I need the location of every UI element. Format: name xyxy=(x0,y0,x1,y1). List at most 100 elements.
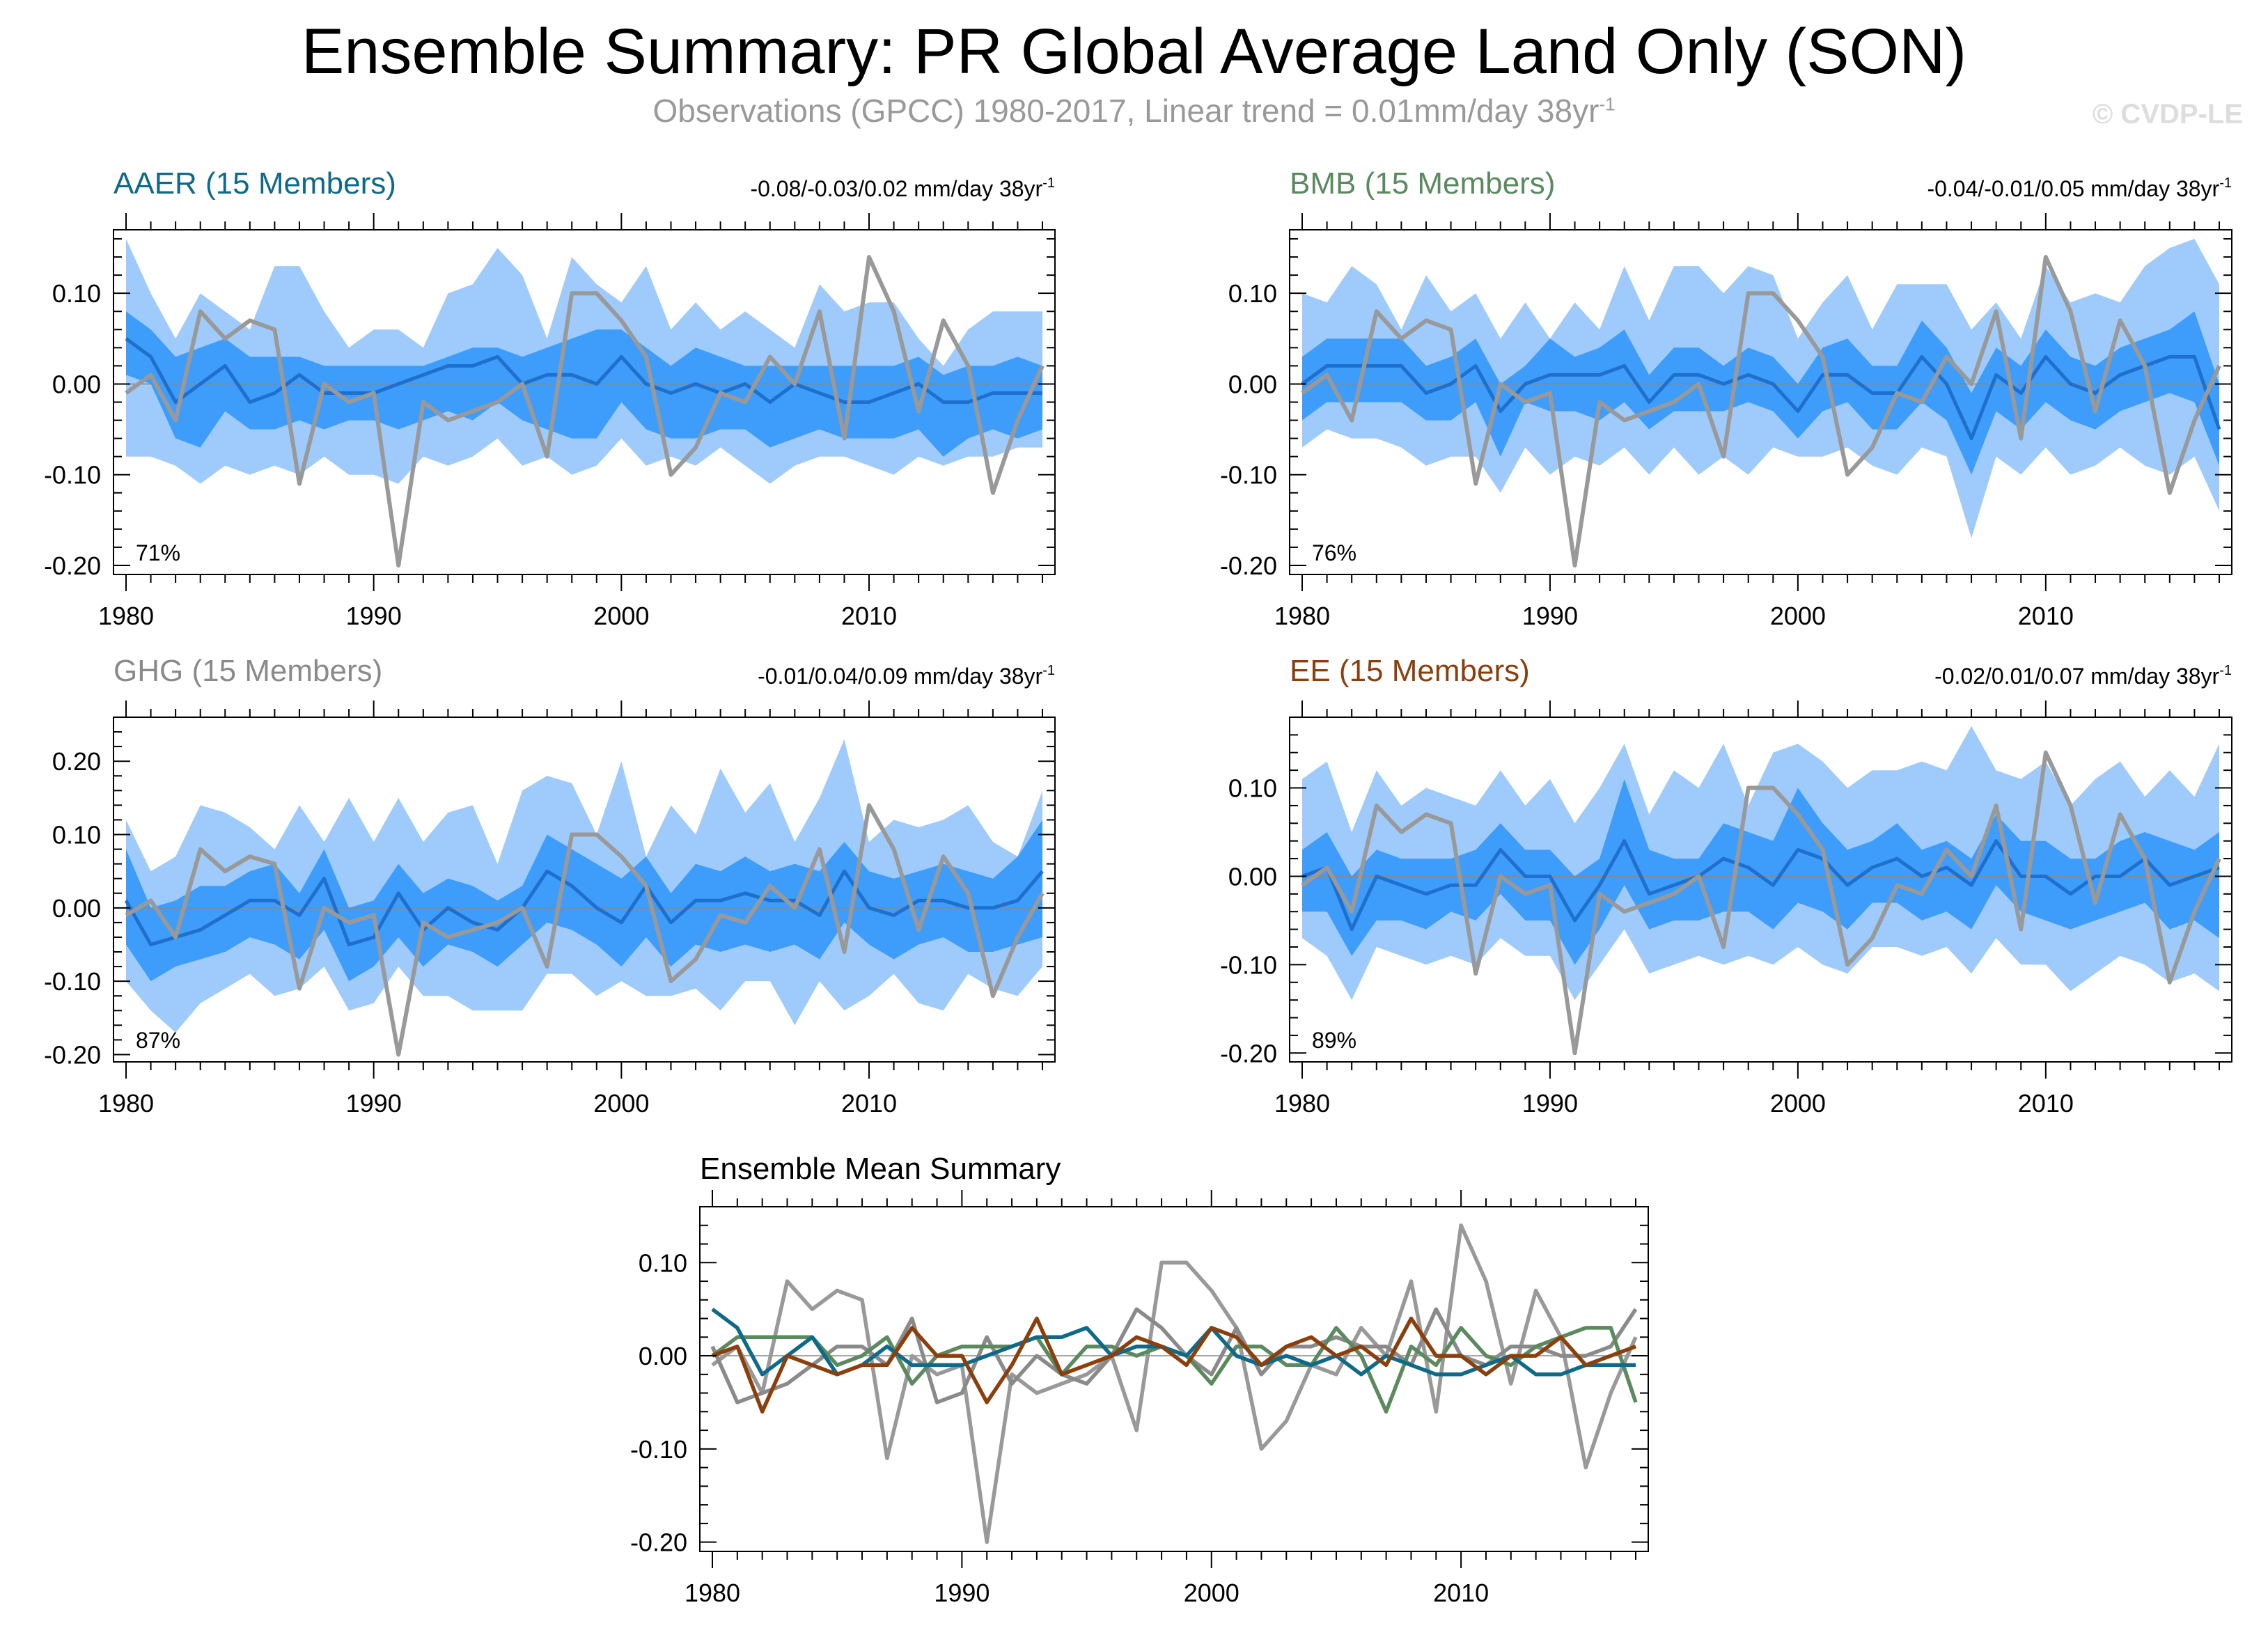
axis-ticks xyxy=(1290,213,2232,591)
percent-label: 89% xyxy=(1312,1028,1356,1053)
y-tick-label: 0.00 xyxy=(52,894,101,923)
axis-ticks xyxy=(700,1190,1648,1568)
y-tick-label: 0.00 xyxy=(639,1342,687,1370)
y-tick-label: 0.10 xyxy=(639,1249,687,1277)
ensemble-mean-line xyxy=(1301,354,2221,441)
y-tick-label: -0.10 xyxy=(44,461,101,490)
trend-range: -0.08/-0.03/0.02 mm/day 38yr xyxy=(750,176,1042,201)
y-tick-label: -0.20 xyxy=(1220,551,1277,580)
panel-title: Ensemble Mean Summary xyxy=(700,1152,1061,1186)
plot-area xyxy=(114,239,1055,568)
panel-title: EE (15 Members) xyxy=(1290,654,1530,688)
trend-unit-superscript: -1 xyxy=(1042,663,1055,678)
y-tick-label: -0.10 xyxy=(1220,461,1277,490)
y-tick-label: -0.20 xyxy=(44,1040,101,1069)
y-tick-label: -0.10 xyxy=(630,1435,687,1464)
chart-panel-4: 0.10 0.00 -0.10 -0.20 1980 1990 2000 2010 Ensemb… xyxy=(630,1152,1649,1607)
observations-line xyxy=(125,803,1045,1057)
ensemble-mean-line xyxy=(125,337,1042,404)
y-tick-label: -0.20 xyxy=(630,1528,687,1557)
series-line-ee xyxy=(712,1316,1636,1414)
series-line-aaer xyxy=(711,1307,1636,1377)
plot-area xyxy=(114,739,1055,1057)
x-tick-label: 2010 xyxy=(841,1089,897,1118)
percent-label: 71% xyxy=(136,540,180,565)
x-tick-label: 2000 xyxy=(593,1089,649,1118)
chart-panel-0: 0.10 0.00 -0.10 -0.20 1980 1990 2000 2010 AAER (… xyxy=(44,166,1056,630)
x-tick-label: 1980 xyxy=(1274,1089,1330,1118)
trend-label: -0.04/-0.01/0.05 mm/day 38yr-1 xyxy=(1927,175,2232,201)
trend-unit-superscript: -1 xyxy=(2219,175,2232,191)
y-tick-label: 0.00 xyxy=(1228,370,1277,398)
trend-label: -0.08/-0.03/0.02 mm/day 38yr-1 xyxy=(750,175,1055,201)
axis-ticks xyxy=(114,213,1055,591)
figure-subtitle: Observations (GPCC) 1980-2017, Linear tr… xyxy=(0,92,2268,130)
ensemble-spread-inner-band xyxy=(126,820,1042,982)
percent-label: 76% xyxy=(1312,540,1356,565)
x-tick-label: 1980 xyxy=(1274,602,1330,630)
percent-label: 87% xyxy=(136,1028,180,1053)
figure-title: Ensemble Summary: PR Global Average Land… xyxy=(301,16,1967,87)
plot-area xyxy=(700,1223,1648,1544)
x-tick-label: 1990 xyxy=(934,1579,990,1607)
trend-range: -0.04/-0.01/0.05 mm/day 38yr xyxy=(1927,176,2219,201)
plot-area xyxy=(1290,239,2232,568)
x-tick-label: 2000 xyxy=(1184,1579,1239,1607)
y-tick-label: 0.10 xyxy=(1228,279,1277,308)
y-tick-label: -0.10 xyxy=(44,967,101,996)
x-tick-label: 1980 xyxy=(98,602,154,630)
x-tick-label: 1980 xyxy=(685,1579,740,1607)
trend-label: -0.01/0.04/0.09 mm/day 38yr-1 xyxy=(758,663,1055,689)
plot-area xyxy=(1290,726,2232,1056)
x-tick-label: 2010 xyxy=(841,602,897,630)
x-tick-label: 2010 xyxy=(2018,1089,2074,1118)
observations-line xyxy=(125,255,1045,568)
y-tick-label: 0.10 xyxy=(1228,774,1277,803)
y-tick-label: 0.10 xyxy=(52,821,101,850)
ensemble-mean-line xyxy=(1301,839,2220,932)
trend-range: -0.02/0.01/0.07 mm/day 38yr xyxy=(1934,664,2219,689)
ensemble-mean-line xyxy=(124,869,1044,946)
x-tick-label: 2000 xyxy=(1770,1089,1826,1118)
y-tick-label: -0.20 xyxy=(44,551,101,580)
trend-unit-superscript: -1 xyxy=(1042,175,1055,191)
x-tick-label: 1990 xyxy=(1522,1089,1578,1118)
y-tick-label: 0.00 xyxy=(52,370,101,398)
chart-panel-2: 0.20 0.10 0.00 -0.10 -0.20 1980 1990 2000 2010 GH… xyxy=(44,654,1056,1118)
trend-range: -0.01/0.04/0.09 mm/day 38yr xyxy=(758,664,1042,689)
y-tick-label: 0.00 xyxy=(1228,862,1277,891)
panel-title: AAER (15 Members) xyxy=(114,166,396,201)
chart-panel-3: 0.10 0.00 -0.10 -0.20 1980 1990 2000 2010 EE (15… xyxy=(1220,654,2232,1118)
x-tick-label: 1990 xyxy=(346,602,402,630)
plot-frame xyxy=(1289,717,2232,1063)
plot-frame xyxy=(113,717,1056,1063)
trend-label: -0.02/0.01/0.07 mm/day 38yr-1 xyxy=(1934,663,2232,689)
trend-unit-superscript: -1 xyxy=(2219,663,2232,678)
y-tick-label: -0.10 xyxy=(1220,950,1277,979)
x-tick-label: 2000 xyxy=(1770,602,1826,630)
series-line-observations xyxy=(711,1223,1638,1544)
series-line-ghg xyxy=(710,1307,1638,1404)
x-tick-label: 2010 xyxy=(2018,602,2074,630)
y-tick-label: 0.20 xyxy=(52,747,101,776)
plot-frame xyxy=(699,1206,1649,1552)
x-tick-label: 1990 xyxy=(346,1089,402,1118)
x-tick-label: 1980 xyxy=(98,1089,154,1118)
cvdp-le-credit: © CVDP-LE xyxy=(2092,99,2243,130)
x-tick-label: 2010 xyxy=(1433,1579,1489,1607)
y-tick-label: -0.20 xyxy=(1220,1039,1277,1067)
panel-title: GHG (15 Members) xyxy=(114,654,382,688)
subtitle-text: Observations (GPCC) 1980-2017, Linear tr… xyxy=(652,93,1600,129)
axis-ticks xyxy=(114,700,1055,1079)
ensemble-spread-inner-band xyxy=(1302,311,2219,475)
observations-line xyxy=(1301,255,2221,568)
axis-ticks xyxy=(1290,700,2232,1079)
panel-title: BMB (15 Members) xyxy=(1290,166,1555,201)
subtitle-superscript: -1 xyxy=(1599,93,1616,115)
chart-panel-1: 0.10 0.00 -0.10 -0.20 1980 1990 2000 2010 BMB (1… xyxy=(1220,166,2232,630)
x-tick-label: 2000 xyxy=(593,602,649,630)
y-tick-label: 0.10 xyxy=(52,279,101,308)
observations-line xyxy=(1301,750,2221,1056)
x-tick-label: 1990 xyxy=(1522,602,1578,630)
